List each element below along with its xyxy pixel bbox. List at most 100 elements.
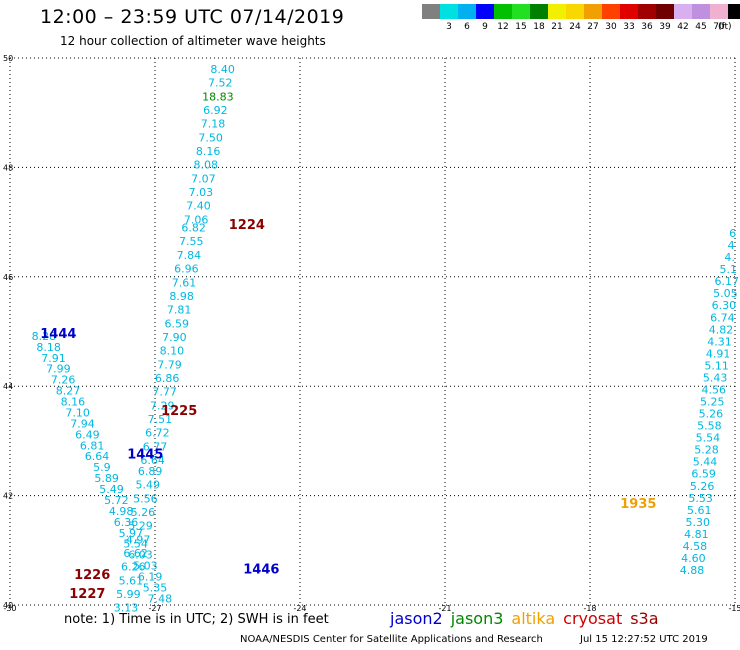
wave-height-value: 4.97: [126, 533, 151, 546]
wave-height-value: 7.91: [41, 352, 66, 365]
wave-height-value: 5.05: [713, 287, 738, 300]
color-scale-swatch: [674, 4, 692, 19]
wave-height-value: 8.40: [210, 63, 235, 76]
color-scale-swatch: [692, 4, 710, 19]
wave-height-value: 6.36: [114, 516, 139, 529]
wave-height-value: 6.74: [710, 311, 735, 324]
color-scale-swatch: [602, 4, 620, 19]
color-scale-swatch: [422, 4, 440, 19]
color-scale-swatch: [620, 4, 638, 19]
wave-height-value: 6.59: [165, 317, 190, 330]
wave-height-value: 4.60: [681, 552, 706, 565]
wave-height-value: 5.53: [688, 492, 713, 505]
x-tick-label: -15: [728, 604, 740, 613]
color-scale-swatch: [548, 4, 566, 19]
wave-height-value: 8.18: [36, 341, 61, 354]
wave-height-value: 4.81: [684, 528, 709, 541]
wave-height-value: 4.82: [709, 323, 734, 336]
wave-height-value: 7.06: [184, 213, 209, 226]
wave-height-value: 7.99: [46, 363, 71, 376]
wave-height-value: 4.91: [706, 347, 731, 360]
color-scale-tick: 12: [497, 22, 509, 32]
wave-height-value: 5.03: [133, 560, 158, 573]
color-scale-tick: 70: [713, 22, 725, 32]
wave-height-value: 6.72: [145, 427, 170, 440]
y-tick-label: 46: [3, 273, 13, 282]
wave-height-value: 5.25: [700, 396, 725, 409]
wave-height-value: 7.40: [186, 200, 211, 213]
pass-time-label: 1445: [127, 448, 163, 463]
wave-height-value: 6.77: [143, 440, 168, 453]
color-scale-tick: 24: [569, 22, 581, 32]
wave-height-value: 6.30: [712, 299, 737, 312]
wave-height-value: 7.26: [51, 374, 76, 387]
wave-height-value: 4.: [724, 251, 735, 264]
wave-height-value: 5.26: [131, 506, 156, 519]
chart-title: 12:00 – 23:59 UTC 07/14/2019: [40, 6, 345, 28]
y-tick-label: 42: [3, 492, 13, 501]
x-tick-label: -24: [293, 604, 306, 613]
color-scale-swatch: [728, 4, 740, 19]
color-scale-tick: 33: [623, 22, 635, 32]
x-tick-label: -30: [3, 604, 16, 613]
x-tick-label: -27: [148, 604, 161, 613]
wave-height-value: 4.31: [707, 335, 732, 348]
wave-height-value: 6.89: [138, 465, 163, 478]
wave-height-value: 7.81: [167, 304, 192, 317]
wave-height-value: 5.58: [697, 420, 722, 433]
wave-height-value: 8.16: [196, 145, 221, 158]
pass-time-label: 1227: [69, 587, 105, 602]
wave-height-value: 5.72: [104, 494, 129, 507]
wave-height-value: 8.08: [194, 159, 219, 172]
color-scale-tick: 18: [533, 22, 545, 32]
wave-height-value: 7.03: [189, 186, 214, 199]
wave-height-value: 5.35: [143, 581, 168, 594]
wave-height-value: 4.88: [680, 564, 705, 577]
color-scale-tick: 45: [695, 22, 707, 32]
credit-line: NOAA/NESDIS Center for Satellite Applica…: [240, 634, 543, 645]
wave-height-value: 5.56: [133, 492, 158, 505]
color-scale-tick: 21: [551, 22, 563, 32]
wave-height-value: 7.52: [208, 77, 233, 90]
color-scale-swatch: [530, 4, 548, 19]
wave-height-value: 5.29: [128, 520, 153, 533]
color-scale-swatch: [440, 4, 458, 19]
satellite-legend-item: cryosat: [563, 609, 623, 628]
x-tick-label: -21: [438, 604, 451, 613]
wave-height-value: 3.13: [114, 602, 139, 615]
wave-height-value: 6.64: [85, 450, 110, 463]
wave-height-value: 5.28: [694, 444, 719, 457]
color-scale-tick: 27: [587, 22, 599, 32]
color-scale-swatch: [512, 4, 530, 19]
wave-height-value: 6.81: [80, 439, 105, 452]
footnote: note: 1) Time is in UTC; 2) SWH is in fe…: [64, 612, 329, 627]
wave-height-value: 6.49: [75, 428, 100, 441]
wave-height-value: 5.43: [703, 371, 728, 384]
wave-height-value: 7.48: [148, 592, 173, 605]
satellite-legend-item: altika: [511, 609, 556, 628]
color-scale-swatch: [584, 4, 602, 19]
y-tick-label: 40: [3, 601, 13, 610]
pass-time-label: 1935: [620, 497, 656, 512]
wave-height-value: 5.61: [119, 574, 144, 587]
color-scale-swatch: [566, 4, 584, 19]
wave-height-value: 5.44: [693, 456, 718, 469]
color-scale-swatch: [710, 4, 728, 19]
wave-height-value: 8.10: [160, 345, 185, 358]
wave-height-value: 6.26: [121, 561, 146, 574]
pass-time-label: 1444: [40, 327, 76, 342]
y-tick-label: 44: [3, 382, 13, 391]
color-scale-tick: 36: [641, 22, 653, 32]
wave-height-value: 7.07: [191, 172, 216, 185]
wave-height-value: 4.98: [109, 505, 134, 518]
wave-height-value: 6: [729, 227, 736, 240]
wave-height-value: 4.56: [701, 383, 726, 396]
wave-height-value: 5.30: [686, 516, 711, 529]
wave-height-value: 18.83: [202, 90, 234, 103]
pass-time-label: 1226: [74, 568, 110, 583]
color-scale-tick: 15: [515, 22, 527, 32]
wave-height-value: 5.49: [99, 483, 124, 496]
wave-height-value: 8.98: [169, 290, 194, 303]
x-tick-label: -18: [583, 604, 596, 613]
wave-height-value: 5.26: [690, 480, 715, 493]
